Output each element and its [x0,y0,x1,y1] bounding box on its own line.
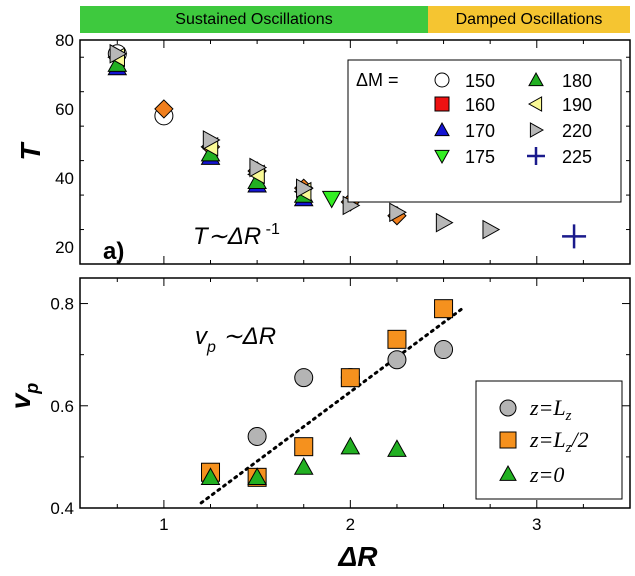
damped-oscillations-label: Damped Oscillations [455,10,603,28]
legend-label: 175 [465,147,495,167]
data-point [294,437,314,457]
x-tick-label: 1 [159,515,168,534]
data-point [321,190,342,209]
data-point [247,467,267,486]
legend-label: 225 [562,147,592,167]
y-tick-label: 60 [55,100,74,119]
x-tick-label: 2 [346,515,355,534]
legend-marker [499,399,517,417]
scaling-annotation: T∼ΔR -1 [193,221,280,250]
legend-marker [528,71,544,87]
y-axis-label: T [15,141,46,161]
data-point [387,350,407,370]
legend-marker [527,96,543,112]
y-tick-label: 40 [55,169,74,188]
legend: ΔM = 150 160 170 175 180 190 220 225 [347,59,622,203]
legend-label: 180 [562,71,592,91]
y-tick-label: 20 [55,238,74,257]
data-point [109,43,128,64]
legend-marker [499,464,517,481]
sustained-oscillations-band: Sustained Oscillations [80,6,428,33]
data-point [247,426,267,446]
data-point [387,439,407,457]
fit-line [199,307,464,505]
y-axis-label: vp [5,383,42,410]
legend-marker [499,431,517,449]
legend-marker [434,149,450,165]
legend-marker [434,121,450,137]
legend-label: 190 [562,95,592,115]
plot-frame [79,277,631,509]
data-point [293,457,314,475]
legend-label: 170 [465,121,495,141]
data-point [389,202,407,223]
data-point [202,130,221,150]
legend-label: z=Lz/2 [529,427,589,456]
series-170 [107,57,314,207]
y-tick-label: 80 [55,31,74,50]
data-point [340,436,361,455]
series-175 [321,190,342,209]
data-point [200,467,221,486]
legend-label: 150 [465,71,495,91]
series-z0 [200,436,407,486]
series-180 [107,54,314,203]
plot-frame [79,39,631,265]
series-190 [107,47,312,202]
data-point [294,368,314,388]
legend-marker [529,122,545,138]
legend-marker [434,72,450,88]
damped-oscillations-band: Damped Oscillations [428,6,630,33]
data-point [154,99,174,119]
legend-label: z=0 [529,462,564,487]
legend-label: z=Lz [529,395,572,424]
series-220 [109,43,501,240]
x-tick-label: 3 [532,515,541,534]
data-point [296,178,314,199]
legend-marker [527,147,545,165]
y-tick-label: 0.4 [50,499,74,518]
data-point [249,157,268,178]
y-tick-label: 0.8 [50,295,74,314]
data-point [434,299,454,319]
series-zL [247,340,454,446]
legend-box [347,59,622,203]
velocity-panel: 0.4 0.6 0.8 vp 1 2 3 ΔR vp ∼ΔR z=Lz z=Lz/2 z=0 [5,277,631,572]
data-point [340,368,360,388]
data-point [434,340,454,360]
scaling-annotation: vp ∼ΔR [195,323,276,356]
y-tick-label: 0.6 [50,397,74,416]
legend: z=Lz z=Lz/2 z=0 [475,380,623,500]
series-225 [562,224,587,249]
data-point [482,219,501,240]
legend-label: 220 [562,121,592,141]
panel-label: a) [103,238,124,265]
data-point [387,329,407,349]
legend-title: ΔM = [356,70,399,90]
sustained-oscillations-label: Sustained Oscillations [175,10,333,28]
x-axis-label: ΔR [337,541,378,572]
legend-label: 160 [465,95,495,115]
legend-marker [434,96,450,112]
period-panel: 20 40 60 80 Ta) T∼ΔR -1 ΔM = 150 160 170 175 180 190… [15,31,631,265]
data-point [562,224,587,249]
data-point [435,212,454,233]
